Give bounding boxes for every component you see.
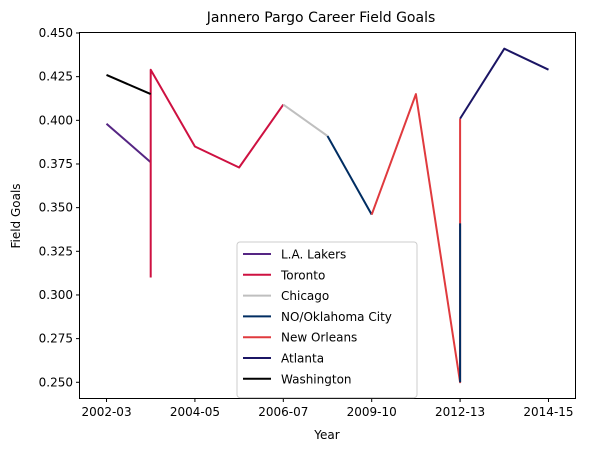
series-line-0 — [105, 123, 152, 163]
series-line-5 — [459, 47, 549, 120]
legend-label: NO/Oklahoma City — [281, 310, 392, 324]
series-line-1 — [149, 68, 285, 278]
y-axis-label: Field Goals — [9, 183, 23, 248]
legend-box — [236, 241, 418, 399]
y-axis-ticks: 0.250 0.275 0.300 0.325 0.350 0.375 0.400 0.425… — [39, 26, 80, 389]
y-tick-label: 0.275 — [39, 332, 73, 346]
legend-label: Chicago — [281, 289, 329, 303]
x-axis-ticks: 2002-03 2004-05 2006-07 2009-10 2012-13 2014-… — [81, 398, 574, 419]
series-line-6 — [106, 73, 152, 96]
y-tick-label: 0.450 — [39, 26, 73, 40]
x-axis-label: Year — [313, 428, 339, 442]
x-tick-label: 2002-03 — [81, 405, 131, 419]
x-tick-label: 2006-07 — [258, 405, 308, 419]
x-tick-label: 2009-10 — [347, 405, 397, 419]
y-tick-label: 0.375 — [39, 157, 73, 171]
legend: L.A. Lakers Toronto Chicago NO/Oklahoma Cit… — [236, 241, 418, 399]
y-tick-label: 0.300 — [39, 288, 73, 302]
x-tick-label: 2012-13 — [435, 405, 485, 419]
legend-label: Toronto — [280, 268, 325, 282]
y-tick-label: 0.250 — [39, 375, 73, 389]
plot-lines — [105, 47, 549, 384]
y-tick-label: 0.350 — [39, 201, 73, 215]
series-line-3 — [326, 135, 373, 216]
x-tick-label: 2014-15 — [523, 405, 573, 419]
y-tick-label: 0.425 — [39, 70, 73, 84]
legend-label: L.A. Lakers — [281, 248, 346, 262]
x-tick-label: 2004-05 — [170, 405, 220, 419]
y-tick-label: 0.325 — [39, 244, 73, 258]
legend-label: New Orleans — [281, 331, 357, 345]
legend-label: Washington — [281, 372, 352, 386]
y-tick-label: 0.400 — [39, 113, 73, 127]
plot-frame — [79, 32, 576, 399]
legend-label: Atlanta — [281, 352, 324, 366]
series-line-2 — [282, 103, 329, 137]
chart-title: Jannero Pargo Career Field Goals — [206, 10, 436, 26]
